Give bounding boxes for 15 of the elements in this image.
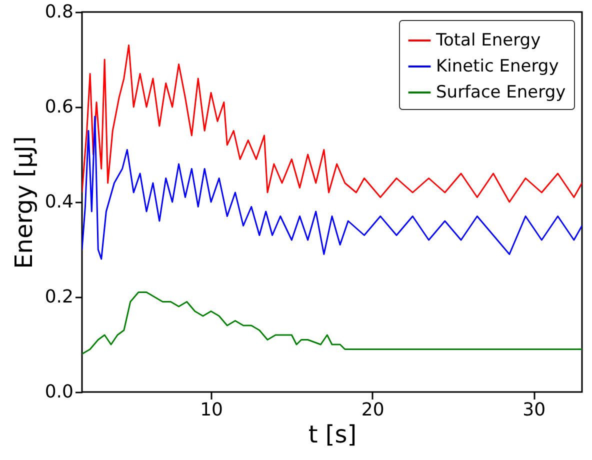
- y-tick-label: 0.4: [44, 192, 74, 212]
- x-tick-label: 10: [200, 400, 223, 420]
- y-tick-label: 0.2: [44, 286, 74, 308]
- y-axis-title: Energy [μJ]: [10, 136, 38, 269]
- legend-label: Surface Energy: [436, 82, 566, 102]
- y-tick-label: 0.0: [44, 382, 74, 402]
- x-axis-title: t [s]: [308, 420, 357, 448]
- legend-label: Kinetic Energy: [436, 56, 559, 76]
- line-series: [82, 292, 582, 355]
- y-tick-label: 0.6: [44, 96, 74, 118]
- y-tick-label: 0.8: [44, 2, 74, 22]
- line-series: [82, 116, 582, 260]
- legend-label: Total Energy: [435, 30, 541, 50]
- x-tick-label: 30: [522, 400, 546, 420]
- x-tick-label: 20: [361, 400, 384, 420]
